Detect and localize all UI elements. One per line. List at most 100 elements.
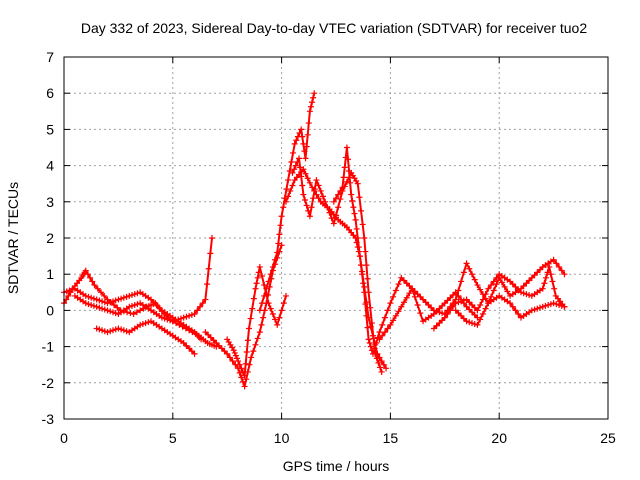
data-point bbox=[430, 307, 437, 314]
data-point bbox=[369, 332, 376, 339]
data-point bbox=[420, 296, 427, 303]
data-point bbox=[263, 285, 270, 292]
data-point bbox=[534, 269, 541, 276]
data-point bbox=[104, 307, 111, 314]
data-point bbox=[104, 329, 111, 336]
data-point bbox=[379, 321, 386, 328]
data-point bbox=[398, 303, 405, 310]
data-point bbox=[267, 271, 274, 278]
data-point bbox=[523, 280, 530, 287]
data-point bbox=[381, 329, 388, 336]
data-point bbox=[469, 309, 475, 316]
data-point bbox=[401, 277, 407, 284]
data-point bbox=[509, 281, 516, 288]
data-point bbox=[172, 317, 179, 324]
data-point bbox=[306, 108, 313, 115]
data-point bbox=[488, 293, 495, 300]
data-point bbox=[379, 332, 386, 339]
data-point bbox=[194, 307, 201, 314]
series-sat-trace-11 bbox=[376, 260, 568, 343]
data-point bbox=[179, 323, 186, 330]
data-point bbox=[208, 235, 215, 241]
data-point bbox=[549, 278, 556, 285]
data-point bbox=[265, 278, 272, 285]
data-point bbox=[188, 348, 195, 355]
data-point bbox=[371, 345, 378, 352]
data-point bbox=[229, 358, 236, 365]
data-point bbox=[242, 360, 249, 367]
data-point bbox=[256, 307, 263, 314]
data-point bbox=[204, 281, 211, 288]
data-point bbox=[285, 177, 292, 184]
data-point bbox=[82, 267, 89, 274]
data-point bbox=[186, 312, 193, 319]
data-point bbox=[477, 301, 484, 308]
data-point bbox=[101, 306, 108, 313]
series-sat-trace-5 bbox=[202, 242, 285, 390]
data-point bbox=[265, 300, 272, 307]
data-point bbox=[544, 269, 551, 276]
data-point bbox=[471, 276, 478, 283]
data-point bbox=[253, 280, 260, 287]
data-point bbox=[259, 300, 266, 307]
data-point bbox=[96, 297, 103, 304]
data-point bbox=[355, 244, 362, 251]
data-point bbox=[387, 321, 394, 328]
data-point bbox=[447, 294, 454, 301]
data-point bbox=[313, 177, 320, 184]
data-point bbox=[490, 287, 497, 294]
data-point bbox=[528, 274, 535, 281]
data-point bbox=[148, 296, 155, 303]
data-point bbox=[333, 195, 339, 202]
data-point bbox=[272, 256, 279, 263]
data-point bbox=[275, 240, 282, 247]
data-point bbox=[207, 250, 214, 257]
data-point bbox=[218, 345, 225, 352]
data-point bbox=[260, 314, 267, 321]
data-point bbox=[111, 301, 118, 308]
data-point bbox=[88, 301, 95, 308]
data-point bbox=[507, 300, 514, 307]
data-point bbox=[280, 204, 287, 211]
data-point bbox=[107, 308, 114, 315]
data-point bbox=[512, 283, 519, 290]
series-sat-trace-7 bbox=[256, 90, 318, 314]
data-point bbox=[337, 187, 344, 194]
x-tick-label: 10 bbox=[274, 430, 290, 446]
data-point bbox=[309, 99, 316, 106]
data-point bbox=[94, 285, 101, 292]
data-point bbox=[236, 361, 243, 368]
data-point bbox=[252, 285, 259, 292]
data-point bbox=[356, 253, 363, 260]
y-tick-label: 2 bbox=[46, 230, 54, 246]
series-sat-trace-13 bbox=[452, 256, 568, 328]
data-point bbox=[471, 311, 478, 318]
data-point bbox=[288, 158, 295, 165]
y-tick-label: -1 bbox=[42, 339, 55, 355]
axis-layer: 0 5 10 15 20 25 -3 -2 -1 0 1 2 3 4 5 6 7 bbox=[42, 49, 616, 446]
data-point bbox=[307, 103, 314, 110]
data-point bbox=[346, 168, 353, 175]
data-point bbox=[311, 90, 318, 97]
data-point bbox=[261, 282, 268, 289]
data-point bbox=[180, 314, 187, 321]
data-point bbox=[164, 316, 171, 323]
series-sat-trace-3 bbox=[93, 318, 198, 357]
data-point bbox=[354, 235, 361, 241]
data-point bbox=[299, 133, 306, 140]
data-point bbox=[449, 303, 456, 310]
data-point bbox=[367, 304, 374, 311]
data-point bbox=[65, 292, 72, 299]
data-point bbox=[471, 320, 478, 327]
data-point bbox=[501, 283, 508, 290]
data-point bbox=[107, 328, 114, 335]
data-point bbox=[134, 290, 141, 297]
data-point bbox=[360, 280, 367, 287]
data-point bbox=[490, 278, 497, 285]
data-point bbox=[291, 140, 298, 147]
data-point bbox=[96, 326, 103, 333]
data-point bbox=[248, 354, 255, 361]
data-point bbox=[282, 198, 289, 205]
data-point bbox=[348, 191, 355, 198]
